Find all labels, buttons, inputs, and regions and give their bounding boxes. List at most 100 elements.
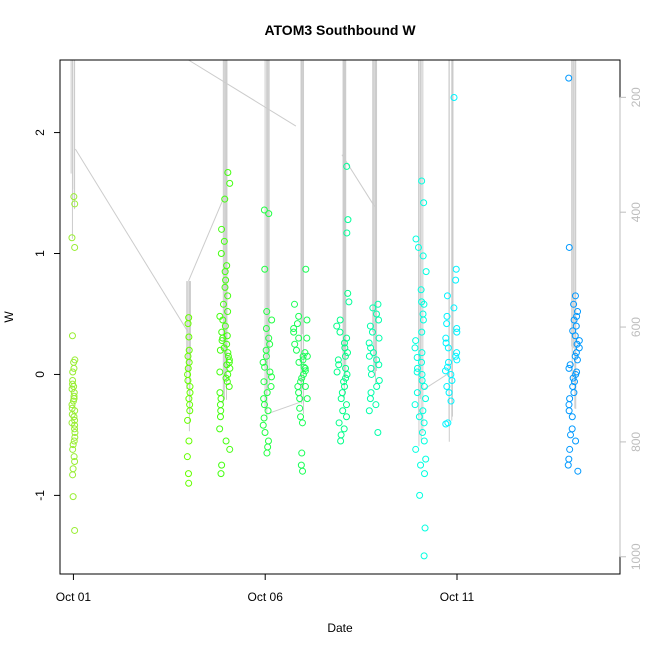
data-point <box>366 322 374 330</box>
data-point <box>290 328 298 336</box>
data-point <box>419 428 427 436</box>
data-point <box>339 407 347 415</box>
data-point <box>298 449 306 457</box>
data-point <box>70 364 78 372</box>
data-point <box>224 349 232 357</box>
data-point <box>418 358 426 366</box>
data-point <box>69 465 77 473</box>
data-point <box>412 235 420 243</box>
data-point <box>68 401 76 409</box>
y-tick-label: 2 <box>33 129 47 136</box>
data-point <box>294 383 302 391</box>
data-point <box>266 340 274 348</box>
data-point <box>185 479 193 487</box>
data-point <box>448 376 456 384</box>
data-point <box>71 526 79 534</box>
data-point <box>571 352 579 360</box>
data-point <box>343 229 351 237</box>
data-point <box>303 334 311 342</box>
data-point <box>443 312 451 320</box>
data-point <box>417 461 425 469</box>
data-point <box>367 364 375 372</box>
data-point <box>216 389 224 397</box>
x-tick-label: Oct 06 <box>248 590 284 604</box>
data-point <box>420 199 428 207</box>
data-point <box>565 74 573 82</box>
data-point <box>337 395 345 403</box>
right-tick-label: 200 <box>629 87 643 107</box>
data-point <box>345 298 353 306</box>
data-point <box>412 337 420 345</box>
right-tick-label: 400 <box>629 202 643 222</box>
data-point <box>224 292 232 300</box>
y-tick-label: 0 <box>33 371 47 378</box>
x-axis-label: Date <box>327 621 353 635</box>
data-point <box>372 401 380 409</box>
chart-title: ATOM3 Southbound W <box>264 22 416 38</box>
data-point <box>222 276 230 284</box>
data-point <box>295 358 303 366</box>
depth-trace-connector <box>74 148 189 334</box>
data-point <box>301 367 309 375</box>
data-point <box>69 445 77 453</box>
data-point <box>342 401 350 409</box>
x-axis: Oct 01 Oct 06 Oct 11 <box>56 573 475 604</box>
data-point <box>69 471 77 479</box>
data-point <box>570 378 578 386</box>
data-point <box>418 328 426 336</box>
data-point <box>301 349 309 357</box>
data-point <box>375 361 383 369</box>
data-point <box>303 395 311 403</box>
data-point <box>336 316 344 324</box>
data-point <box>565 243 573 251</box>
data-point <box>221 195 229 203</box>
right-tick-label: 800 <box>629 432 643 452</box>
data-point <box>453 328 461 336</box>
data-point <box>300 363 308 371</box>
data-point <box>216 425 224 433</box>
data-point <box>266 368 274 376</box>
data-point <box>568 425 576 433</box>
data-point <box>368 328 376 336</box>
data-point <box>69 493 77 501</box>
data-point <box>221 322 229 330</box>
data-point <box>344 349 352 357</box>
data-point <box>444 363 452 371</box>
data-point <box>373 383 381 391</box>
data-point <box>299 467 307 475</box>
data-point <box>183 453 191 461</box>
data-point <box>71 428 79 436</box>
data-point <box>572 322 580 330</box>
data-point <box>445 389 453 397</box>
data-point <box>226 364 234 372</box>
data-point <box>566 395 574 403</box>
data-point <box>260 401 268 409</box>
data-point <box>568 413 576 421</box>
depth-trace-connector <box>268 401 302 414</box>
data-point <box>570 300 578 308</box>
data-point <box>335 419 343 427</box>
data-point <box>334 356 342 364</box>
data-point <box>567 431 575 439</box>
data-point <box>453 349 461 357</box>
data-point <box>420 300 428 308</box>
data-point <box>413 354 421 362</box>
data-point <box>366 395 374 403</box>
data-point <box>374 300 382 308</box>
data-point <box>452 265 460 273</box>
data-point <box>422 395 430 403</box>
data-point <box>365 339 373 347</box>
data-point <box>218 328 226 336</box>
data-point <box>564 461 572 469</box>
data-point <box>226 179 234 187</box>
data-point <box>297 413 305 421</box>
data-point <box>571 332 579 340</box>
data-point <box>342 374 350 382</box>
data-point <box>298 419 306 427</box>
right-tick-label: 600 <box>629 317 643 337</box>
data-point <box>224 168 232 176</box>
data-point <box>343 162 351 170</box>
data-point <box>185 395 193 403</box>
data-point <box>420 437 428 445</box>
data-point <box>344 216 352 224</box>
